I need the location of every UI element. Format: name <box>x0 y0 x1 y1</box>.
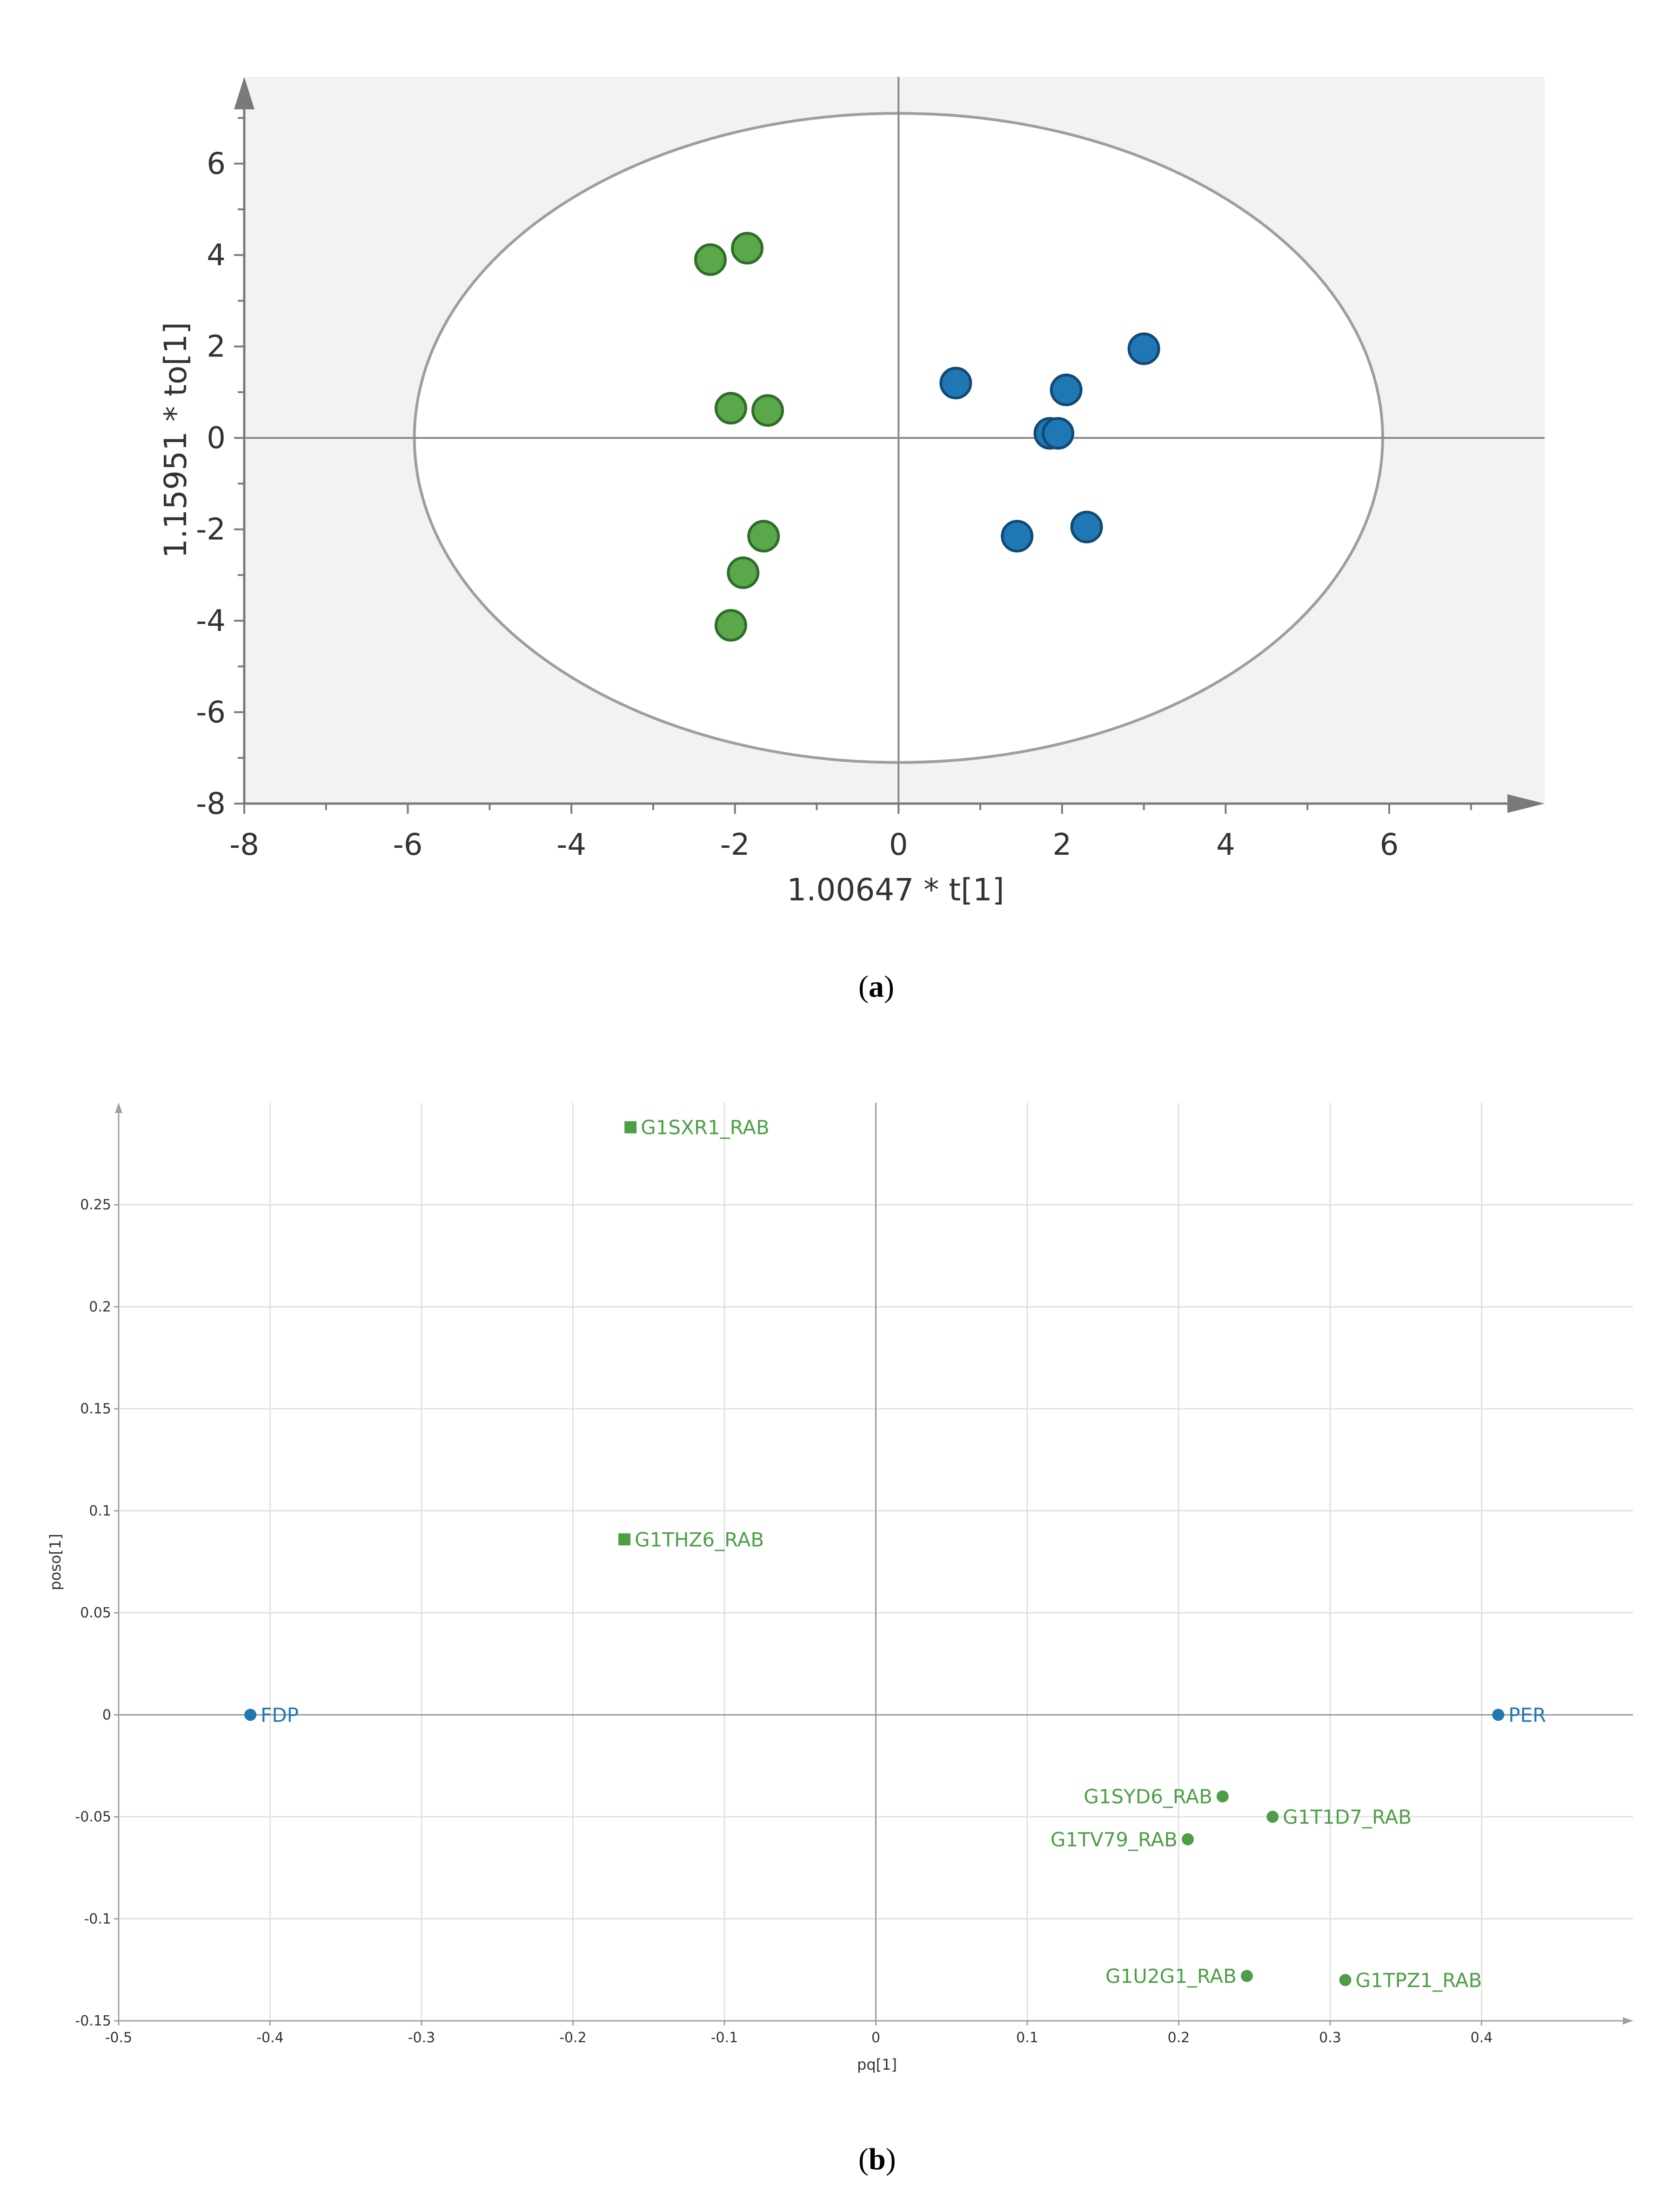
panel-a-y-tick-label: -4 <box>196 604 226 638</box>
panel-b-point-label: G1U2G1_RAB <box>1105 1965 1237 1988</box>
panel-a-y-tick-label: 0 <box>207 421 226 456</box>
panel-b-point-g1tpz1-rab <box>1339 1974 1352 1986</box>
panel-a-y-axis-label: 1.15951 * to[1] <box>158 322 194 558</box>
panel-b-point-per <box>1492 1709 1505 1721</box>
panel-b-y-tick-label: -0.15 <box>75 2013 111 2029</box>
panel-b-loading-plot: -0.5 -0.4 -0.3 -0.2 -0.1 0 0.1 0.2 0.3 0.4 -0.15-… <box>47 1103 1633 2176</box>
panel-b-y-tick-label: -0.1 <box>84 1911 111 1927</box>
panel-a-point-group2 <box>939 367 972 400</box>
panel-b-point-g1u2g1-rab <box>1240 1970 1253 1982</box>
panel-a-point-group1 <box>751 394 784 427</box>
panel-b-point-g1sxr1-rab <box>624 1121 637 1133</box>
panel-a-x-axis-arrow <box>1507 794 1545 813</box>
panel-a-point-group2 <box>1070 510 1103 543</box>
panel-a-y-tick-label: 2 <box>207 330 226 364</box>
panel-a-x-tick-label: 4 <box>1216 828 1235 862</box>
panel-a-points <box>694 232 1160 642</box>
panel-a-x-tick-label: 6 <box>1380 828 1399 862</box>
panel-a-x-tick-label: -4 <box>556 828 586 862</box>
panel-a-score-plot: -8 -6 -4 -2 0 2 4 6 -8 -6 -4 -2 0 2 4 6 1.00647 * t[1]… <box>158 77 1545 1004</box>
panel-b-x-tick-label: -0.5 <box>105 2030 133 2046</box>
panel-a-y-ticks: -8 -6 -4 -2 0 2 4 6 <box>196 117 244 821</box>
panel-a-point-group2 <box>1042 417 1075 450</box>
panel-b-point-label: G1TV79_RAB <box>1051 1828 1178 1851</box>
panel-a-y-tick-label: 6 <box>207 147 226 181</box>
panel-b-x-axis-label: pq[1] <box>857 2056 897 2073</box>
panel-a-point-group1 <box>731 232 764 265</box>
panel-a-caption: (a) <box>858 970 894 1004</box>
panel-a-point-group1 <box>727 556 760 589</box>
panel-b-y-axis-label: poso[1] <box>47 1534 64 1590</box>
panel-b-x-tick-label: 0.2 <box>1168 2030 1190 2046</box>
panel-a-point-group1 <box>714 609 747 642</box>
panel-b-x-tick-label: -0.1 <box>711 2030 738 2046</box>
panel-a-x-tick-label: -2 <box>720 828 750 862</box>
panel-b-grid <box>118 1103 1633 2022</box>
panel-b-point-label: FDP <box>261 1703 299 1726</box>
panel-b-y-tick-label: 0.2 <box>89 1299 111 1315</box>
panel-b-y-tick-label: 0.15 <box>80 1401 111 1417</box>
panel-b-x-tick-label: 0.4 <box>1471 2030 1493 2046</box>
panel-a-y-tick-label: -6 <box>196 696 226 730</box>
panel-b-x-tick-label: -0.4 <box>256 2030 284 2046</box>
panel-b-point-label: PER <box>1508 1703 1546 1726</box>
panel-b-point-fdp <box>244 1709 257 1721</box>
panel-b-y-axis-arrow <box>115 1103 122 1113</box>
panel-a-x-tick-label: -6 <box>393 828 423 862</box>
panel-b-x-tick-label: -0.3 <box>408 2030 435 2046</box>
panel-b-point-g1t1d7-rab <box>1266 1811 1279 1823</box>
panel-b-x-tick-label: 0.1 <box>1016 2030 1038 2046</box>
panel-a-x-ticks: -8 -6 -4 -2 0 2 4 6 <box>229 804 1472 862</box>
panel-b-point-label: G1TPZ1_RAB <box>1356 1969 1482 1992</box>
panel-b-x-axis-arrow <box>1623 2017 1633 2025</box>
panel-a-x-axis-label: 1.00647 * t[1] <box>787 872 1004 908</box>
panel-b-x-tick-label: -0.2 <box>559 2030 587 2046</box>
panel-b-point-label: G1SXR1_RAB <box>641 1116 770 1139</box>
panel-a-y-tick-label: -2 <box>196 513 226 547</box>
panel-b-y-tick-label: 0.05 <box>80 1605 111 1621</box>
panel-b-point-g1thz6-rab <box>618 1533 631 1546</box>
panel-a-point-group2 <box>1001 520 1034 553</box>
panel-a-y-axis-arrow <box>234 77 254 109</box>
panel-b-x-ticks: -0.5 -0.4 -0.3 -0.2 -0.1 0 0.1 0.2 0.3 0.4 <box>105 2021 1493 2046</box>
panel-b-point-label: G1THZ6_RAB <box>635 1528 764 1551</box>
panel-b-x-tick-label: 0.3 <box>1319 2030 1341 2046</box>
panel-a-x-tick-label: 0 <box>889 828 908 862</box>
panel-a-zero-lines <box>244 77 1545 804</box>
panel-b-axes <box>115 1103 1633 2025</box>
panel-b-y-tick-label: 0.25 <box>80 1197 111 1213</box>
panel-a-point-group2 <box>1127 332 1160 365</box>
panel-b-point-g1syd6-rab <box>1216 1790 1229 1803</box>
panel-b-y-ticks: -0.15 -0.1 -0.05 0 0.05 0.1 0.15 0.2 0.25 <box>75 1197 119 2029</box>
panel-a-y-tick-label: -8 <box>196 787 226 821</box>
panel-a-point-group1 <box>747 520 780 553</box>
panel-b-point-label: G1SYD6_RAB <box>1084 1785 1212 1808</box>
panel-b-y-tick-label: -0.05 <box>75 1809 111 1825</box>
panel-b-point-label: G1T1D7_RAB <box>1283 1806 1412 1829</box>
panel-a-point-group1 <box>694 243 727 276</box>
panel-b-y-tick-label: 0.1 <box>89 1503 111 1519</box>
panel-b-y-tick-label: 0 <box>102 1707 111 1723</box>
panel-a-x-tick-label: -8 <box>229 828 259 862</box>
panel-a-axes <box>234 77 1545 813</box>
panel-b-caption: (b) <box>858 2142 896 2176</box>
panel-a-point-group2 <box>1050 373 1083 406</box>
panel-b-x-tick-label: 0 <box>871 2030 880 2046</box>
panel-b-point-g1tv79-rab <box>1182 1833 1194 1845</box>
panel-a-point-group1 <box>714 392 747 425</box>
panel-a-x-tick-label: 2 <box>1053 828 1072 862</box>
panel-b-points: G1SXR1_RAB G1THZ6_RAB FDP PER G1SYD6_RAB G1T1… <box>244 1116 1546 1992</box>
panel-a-y-tick-label: 4 <box>207 238 226 273</box>
